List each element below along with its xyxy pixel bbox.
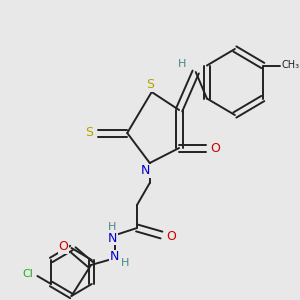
Text: O: O — [210, 142, 220, 154]
Text: Cl: Cl — [22, 269, 33, 279]
Text: O: O — [59, 241, 68, 254]
Text: N: N — [110, 250, 119, 263]
Text: H: H — [108, 222, 117, 232]
Text: N: N — [141, 164, 151, 178]
Text: O: O — [166, 230, 176, 244]
Text: CH₃: CH₃ — [281, 61, 299, 70]
Text: H: H — [178, 59, 186, 69]
Text: S: S — [146, 79, 154, 92]
Text: N: N — [108, 232, 117, 244]
Text: H: H — [121, 258, 130, 268]
Text: S: S — [85, 127, 93, 140]
